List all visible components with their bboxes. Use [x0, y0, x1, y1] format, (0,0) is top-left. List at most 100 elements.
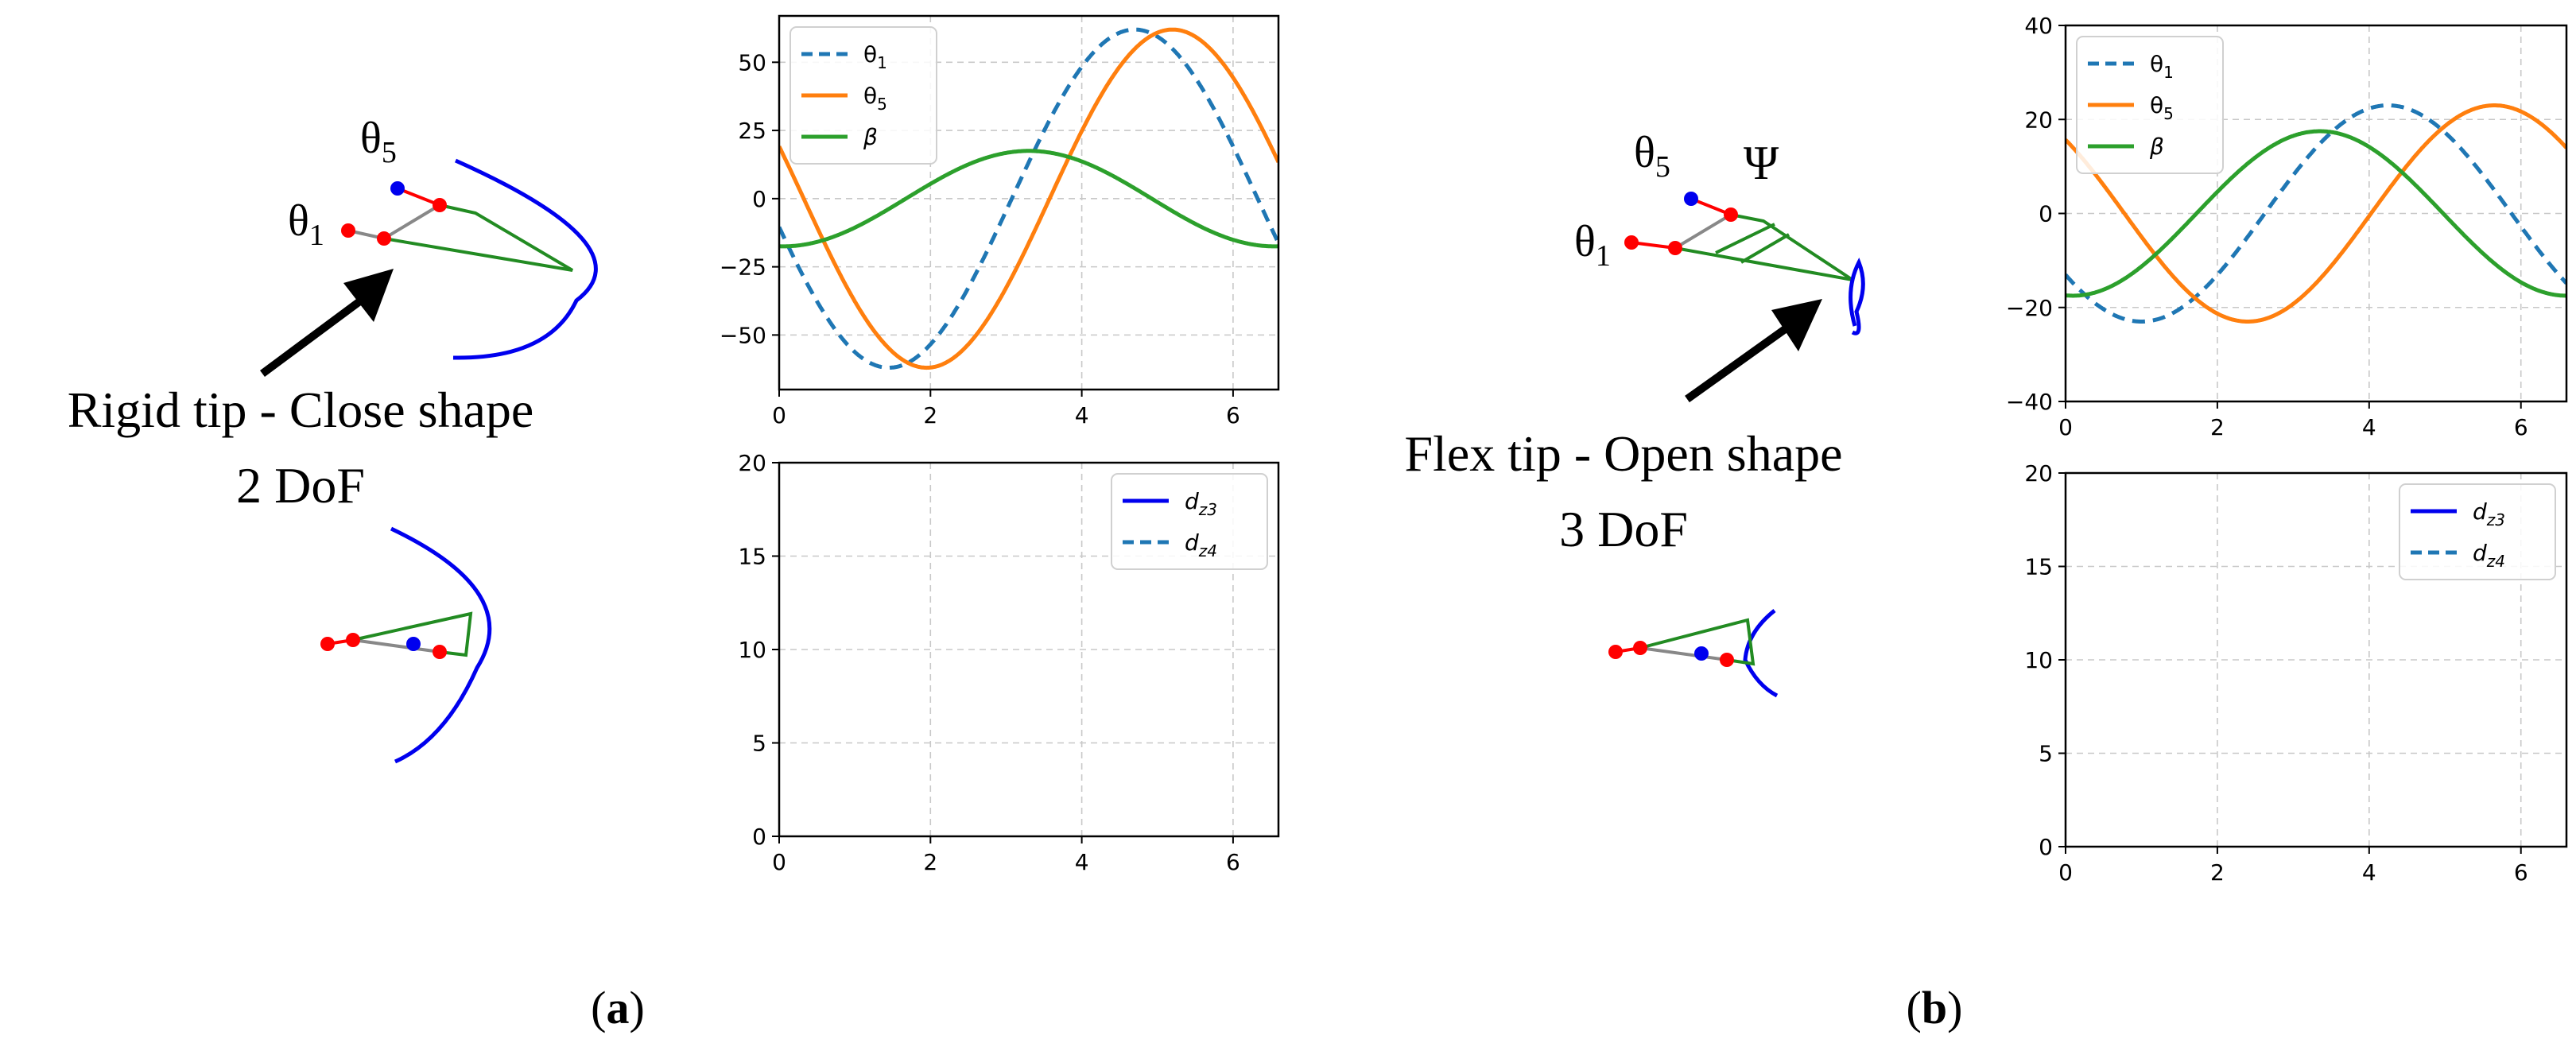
chart-0-ytick-label: −50	[720, 322, 766, 348]
chart-1-ytick-label: 0	[752, 824, 766, 850]
chart-3-ytick-label: 20	[2024, 460, 2053, 487]
chart-1-ytick-label: 10	[738, 637, 766, 663]
chart-1-legend-label: dz4	[1185, 529, 1217, 560]
chart-0-legend-label: θ1	[863, 41, 887, 72]
panel-b-lower-joint-2	[1633, 641, 1647, 655]
panel-b-tip-curve-bottom	[1743, 609, 1779, 698]
chart-1-ytick-label: 15	[738, 544, 766, 570]
chart-2-xtick-label: 6	[2514, 414, 2528, 440]
chart-3-ytick-label: 10	[2024, 647, 2053, 673]
chart-1-xtick-label: 2	[923, 849, 937, 875]
chart-1-legend	[1111, 473, 1268, 570]
panel-b-label-psi: Ψ	[1744, 137, 1779, 189]
chart-2-ytick-label: −20	[2006, 295, 2053, 321]
panel-a-joint-theta5	[390, 181, 405, 196]
chart-0-series-1-0	[779, 27, 1278, 370]
chart-0-legend-label: β	[863, 124, 878, 150]
chart-0-series--2	[779, 149, 1278, 249]
panel-a-green-links	[383, 204, 574, 272]
panel-b-joint-red-3	[1724, 207, 1738, 222]
chart-1-xtick-label: 4	[1075, 849, 1089, 875]
chart-1-ytick-label: 20	[738, 450, 766, 476]
panel-b-lower-joint-3	[1720, 653, 1734, 667]
chart-0-legend	[789, 26, 937, 165]
panel-a-lower-joint-1	[320, 637, 335, 651]
chart-3-legend	[2399, 483, 2556, 580]
panel-a-annotation-line1: Rigid tip - Close shape	[68, 382, 534, 438]
panel-b-link-red-1	[1631, 241, 1676, 250]
panel-b-joint-red-2	[1668, 241, 1682, 255]
chart-2-legend-label: θ5	[2150, 92, 2174, 123]
panel-b-caption: (b)	[1907, 982, 1963, 1033]
chart-1-legend-label: dz3	[1185, 488, 1217, 519]
chart-3-xtick-label: 6	[2514, 859, 2528, 886]
panel-a-lower-link-gray	[352, 638, 440, 653]
panel-b-label-theta5: θ5	[1634, 128, 1670, 184]
chart-2-legend-label: θ1	[2150, 51, 2174, 82]
chart-0-xtick-label: 0	[772, 402, 786, 428]
panel-b-annotation-line2: 3 DoF	[1559, 501, 1688, 557]
panel-a-schematic: θ5 θ1 Rigid tip - Close shape 2 DoF (a)	[68, 114, 645, 1033]
panel-b-joint-theta5	[1684, 192, 1698, 206]
chart-2-legend	[2076, 36, 2224, 174]
panel-a-joint-red-2	[377, 231, 391, 246]
panel-a-displacement-chart: 0 2 4 6 0 5 10 15 20 dz3 dz4	[738, 450, 1280, 875]
panel-a-link-red	[397, 187, 440, 207]
panel-a-link-gray-2	[382, 204, 441, 240]
panel-a-label-theta5: θ5	[360, 114, 397, 169]
chart-3-xtick-label: 2	[2210, 859, 2225, 886]
panel-a-caption: (a)	[591, 982, 645, 1033]
panel-a-label-theta1: θ1	[288, 196, 324, 252]
chart-3-ytick-label: 5	[2039, 741, 2053, 767]
chart-1-ytick-label: 5	[752, 731, 766, 757]
chart-2-series-5-1	[2066, 103, 2566, 324]
chart-2-xtick-label: 0	[2058, 414, 2073, 440]
panel-b-lower-joint-blue	[1694, 646, 1709, 661]
panel-b-green-inner-2	[1740, 233, 1790, 264]
panel-b-lower-joint-1	[1608, 645, 1623, 659]
chart-3-xtick-label: 0	[2058, 859, 2073, 886]
chart-3-xtick-label: 4	[2362, 859, 2376, 886]
panel-a-arrow-head	[343, 269, 394, 322]
panel-b-arrow-head	[1771, 299, 1822, 351]
chart-0-ytick-label: 0	[752, 186, 766, 212]
chart-0-ytick-label: 50	[738, 49, 766, 76]
panel-a-lower-joint-blue	[406, 637, 421, 651]
panel-b-joint-theta1	[1624, 235, 1639, 250]
chart-3-legend-label: dz3	[2473, 498, 2505, 529]
panel-b-schematic: θ5 θ1 Ψ Flex tip - Open shape 3 DoF (b)	[1405, 128, 1963, 1033]
panel-b-tip-curve-top	[1849, 257, 1865, 335]
chart-1-xtick-label: 6	[1226, 849, 1240, 875]
panel-b-link-gray	[1674, 213, 1732, 250]
chart-0-ytick-label: −25	[720, 254, 766, 281]
chart-0-ytick-label: 25	[738, 118, 766, 144]
panel-b-lower-green	[1639, 618, 1755, 666]
panel-a-lower-green	[352, 611, 473, 657]
panel-b-displacement-chart: 0 2 4 6 0 5 10 15 20 dz3 dz4	[2024, 460, 2568, 886]
chart-0-frame	[778, 14, 1280, 391]
panel-a-tip-curve-top	[452, 158, 598, 360]
chart-3-legend-label: dz4	[2473, 540, 2505, 571]
panel-b-annotation-line1: Flex tip - Open shape	[1405, 425, 1843, 482]
panel-b-arrow-shaft	[1685, 320, 1795, 403]
chart-0-series-5-1	[779, 27, 1278, 370]
chart-3-ytick-label: 15	[2024, 554, 2053, 580]
chart-2-ytick-label: 20	[2024, 107, 2053, 133]
panel-a-lower-joint-3	[433, 645, 447, 659]
chart-0-legend-label: θ5	[863, 83, 887, 114]
panel-a-joint-theta1	[341, 223, 355, 238]
panel-a-angle-chart: 0 2 4 6 −50 −25 0 25 50 θ1 θ5 β	[720, 14, 1280, 428]
chart-2-legend-label: β	[2149, 134, 2164, 160]
panel-b-angle-chart: 0 2 4 6 −40 −20 0 20 40 θ1 θ5 β	[2006, 13, 2568, 440]
chart-3-ytick-label: 0	[2039, 834, 2053, 860]
chart-2-xtick-label: 2	[2210, 414, 2225, 440]
chart-2-ytick-label: 40	[2024, 13, 2053, 39]
chart-2-series--2	[2066, 129, 2566, 298]
chart-2-ytick-label: 0	[2039, 201, 2053, 227]
chart-1-xtick-label: 0	[772, 849, 786, 875]
panel-a-annotation-line2: 2 DoF	[236, 457, 365, 514]
panel-b-label-theta1: θ1	[1574, 217, 1611, 273]
chart-0-xtick-label: 6	[1226, 402, 1240, 428]
panel-a-arrow-shaft	[260, 292, 370, 378]
